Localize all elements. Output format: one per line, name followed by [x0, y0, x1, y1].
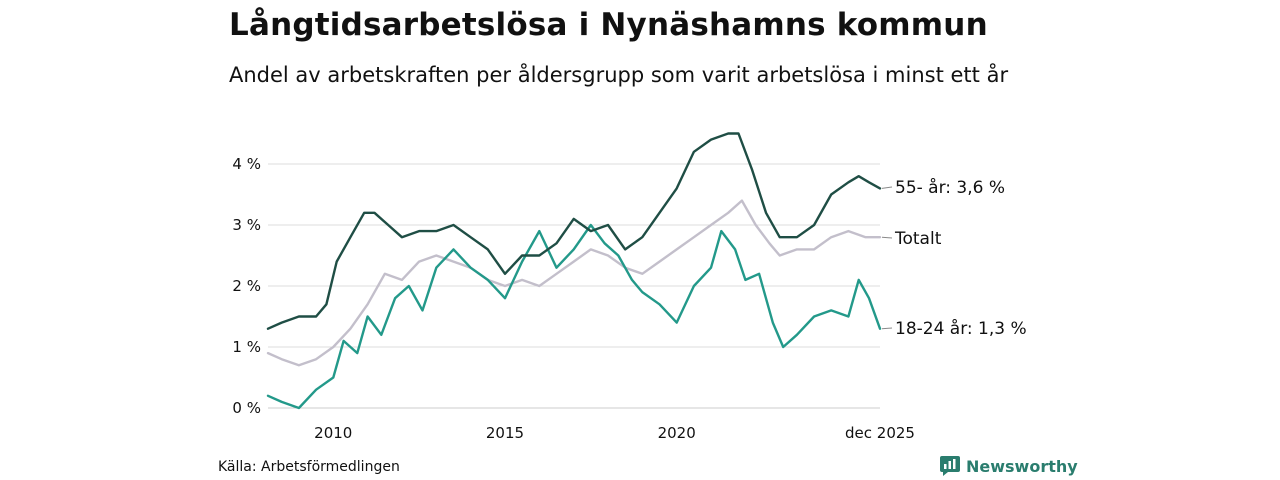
chart-subtitle: Andel av arbetskraften per åldersgrupp s…	[229, 63, 1009, 87]
source-note: Källa: Arbetsförmedlingen	[218, 459, 400, 475]
line-chart: 0 % 1 % 2 % 3 % 4 % 2010 2015 2020 dec 2025 55-…	[232, 132, 1027, 442]
bar-chart-icon	[940, 456, 960, 476]
y-axis-ticks: 0 % 1 % 2 % 3 % 4 %	[232, 155, 261, 417]
y-tick-label: 3 %	[232, 216, 261, 234]
end-labels: 55- år: 3,6 % Totalt 18-24 år: 1,3 %	[881, 177, 1027, 339]
brand-name: Newsworthy	[966, 456, 1078, 476]
x-tick-label: 2010	[314, 424, 352, 442]
x-tick-label: 2015	[486, 424, 524, 442]
y-tick-label: 1 %	[232, 338, 261, 356]
x-tick-label: 2020	[658, 424, 696, 442]
y-tick-label: 4 %	[232, 155, 261, 173]
y-tick-label: 2 %	[232, 277, 261, 295]
series-line-totalt	[266, 199, 882, 367]
series-end-label: Totalt	[894, 229, 942, 249]
label-connector	[881, 236, 893, 239]
series-line-55-r	[266, 132, 882, 330]
y-tick-label: 0 %	[232, 399, 261, 417]
gridlines	[268, 163, 880, 409]
series-line-18-24-r	[266, 223, 882, 410]
label-connector	[881, 186, 893, 189]
chart-title: Långtidsarbetslösa i Nynäshamns kommun	[229, 7, 988, 43]
series-lines	[266, 132, 882, 410]
brand-logo: Newsworthy	[940, 456, 1078, 476]
x-tick-label: dec 2025	[845, 424, 915, 442]
series-end-label: 18-24 år: 1,3 %	[895, 318, 1027, 339]
series-end-label: 55- år: 3,6 %	[895, 177, 1005, 198]
x-axis-ticks: 2010 2015 2020 dec 2025	[314, 424, 915, 442]
label-connector	[881, 327, 893, 330]
